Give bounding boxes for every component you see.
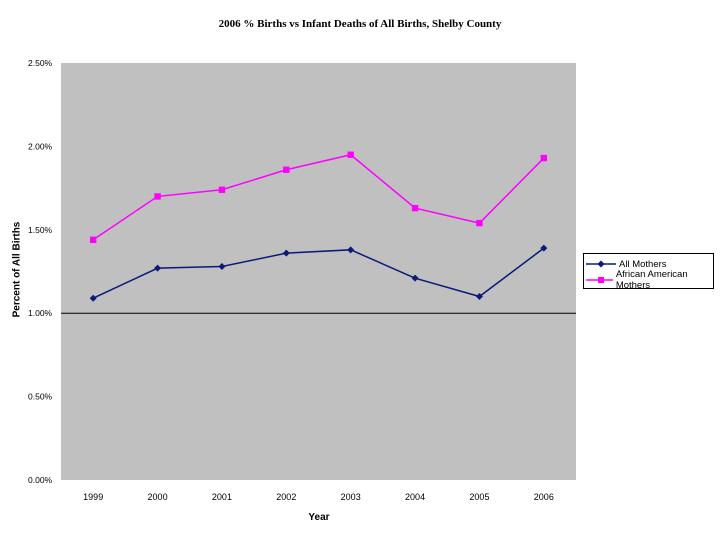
african-american-mothers-point [411, 204, 419, 212]
african-american-mothers-point [283, 166, 290, 173]
all-mothers-line [92, 247, 545, 299]
all-mothers-point [475, 293, 483, 301]
african-american-mothers-point [89, 236, 97, 244]
plot-area [61, 63, 576, 480]
diamond-marker-icon [586, 260, 616, 268]
y-tick-label: 1.00% [28, 308, 53, 318]
african-american-mothers-point [218, 186, 226, 193]
all-mothers-point [282, 249, 290, 257]
x-axis-label: Year [308, 512, 330, 523]
x-tick-label: 2000 [148, 492, 168, 502]
chart-title: 2006 % Births vs Infant Deaths of All Bi… [218, 18, 502, 30]
chart-legend: All Mothers African American Mothers [583, 253, 714, 291]
african-american-mothers-point [540, 154, 548, 162]
square-marker-icon [586, 277, 613, 283]
all-mothers-point [540, 244, 548, 252]
african-american-mothers-point [347, 151, 354, 158]
legend-item-african-american-mothers: African American Mothers [586, 269, 713, 291]
y-axis-label: Percent of All Births [11, 221, 23, 318]
all-mothers-point [89, 294, 97, 302]
y-tick-label: 2.50% [28, 58, 53, 68]
x-tick-label: 2003 [341, 492, 361, 502]
african-american-mothers-point [154, 193, 161, 200]
all-mothers-point [154, 264, 162, 272]
legend-label: African American Mothers [615, 269, 688, 291]
legend-label: All Mothers [619, 258, 667, 270]
y-tick-label: 0.50% [28, 392, 53, 402]
all-mothers-point [411, 274, 419, 282]
all-mothers-point [218, 262, 226, 270]
x-tick-label: 2005 [469, 492, 489, 502]
y-tick-label: 1.50% [28, 225, 53, 235]
african-american-mothers-line [92, 153, 545, 241]
x-tick-label: 2002 [276, 492, 296, 502]
african-american-mothers-point [476, 219, 483, 227]
x-tick-label: 1999 [83, 492, 103, 502]
x-tick-label: 2001 [212, 492, 232, 502]
legend-item-all-mothers: All Mothers [586, 257, 667, 271]
all-mothers-point [347, 246, 355, 254]
y-tick-label: 0.00% [28, 475, 53, 485]
x-tick-label: 2004 [405, 492, 425, 502]
y-tick-label: 2.00% [28, 141, 53, 151]
x-tick-label: 2006 [534, 492, 554, 502]
